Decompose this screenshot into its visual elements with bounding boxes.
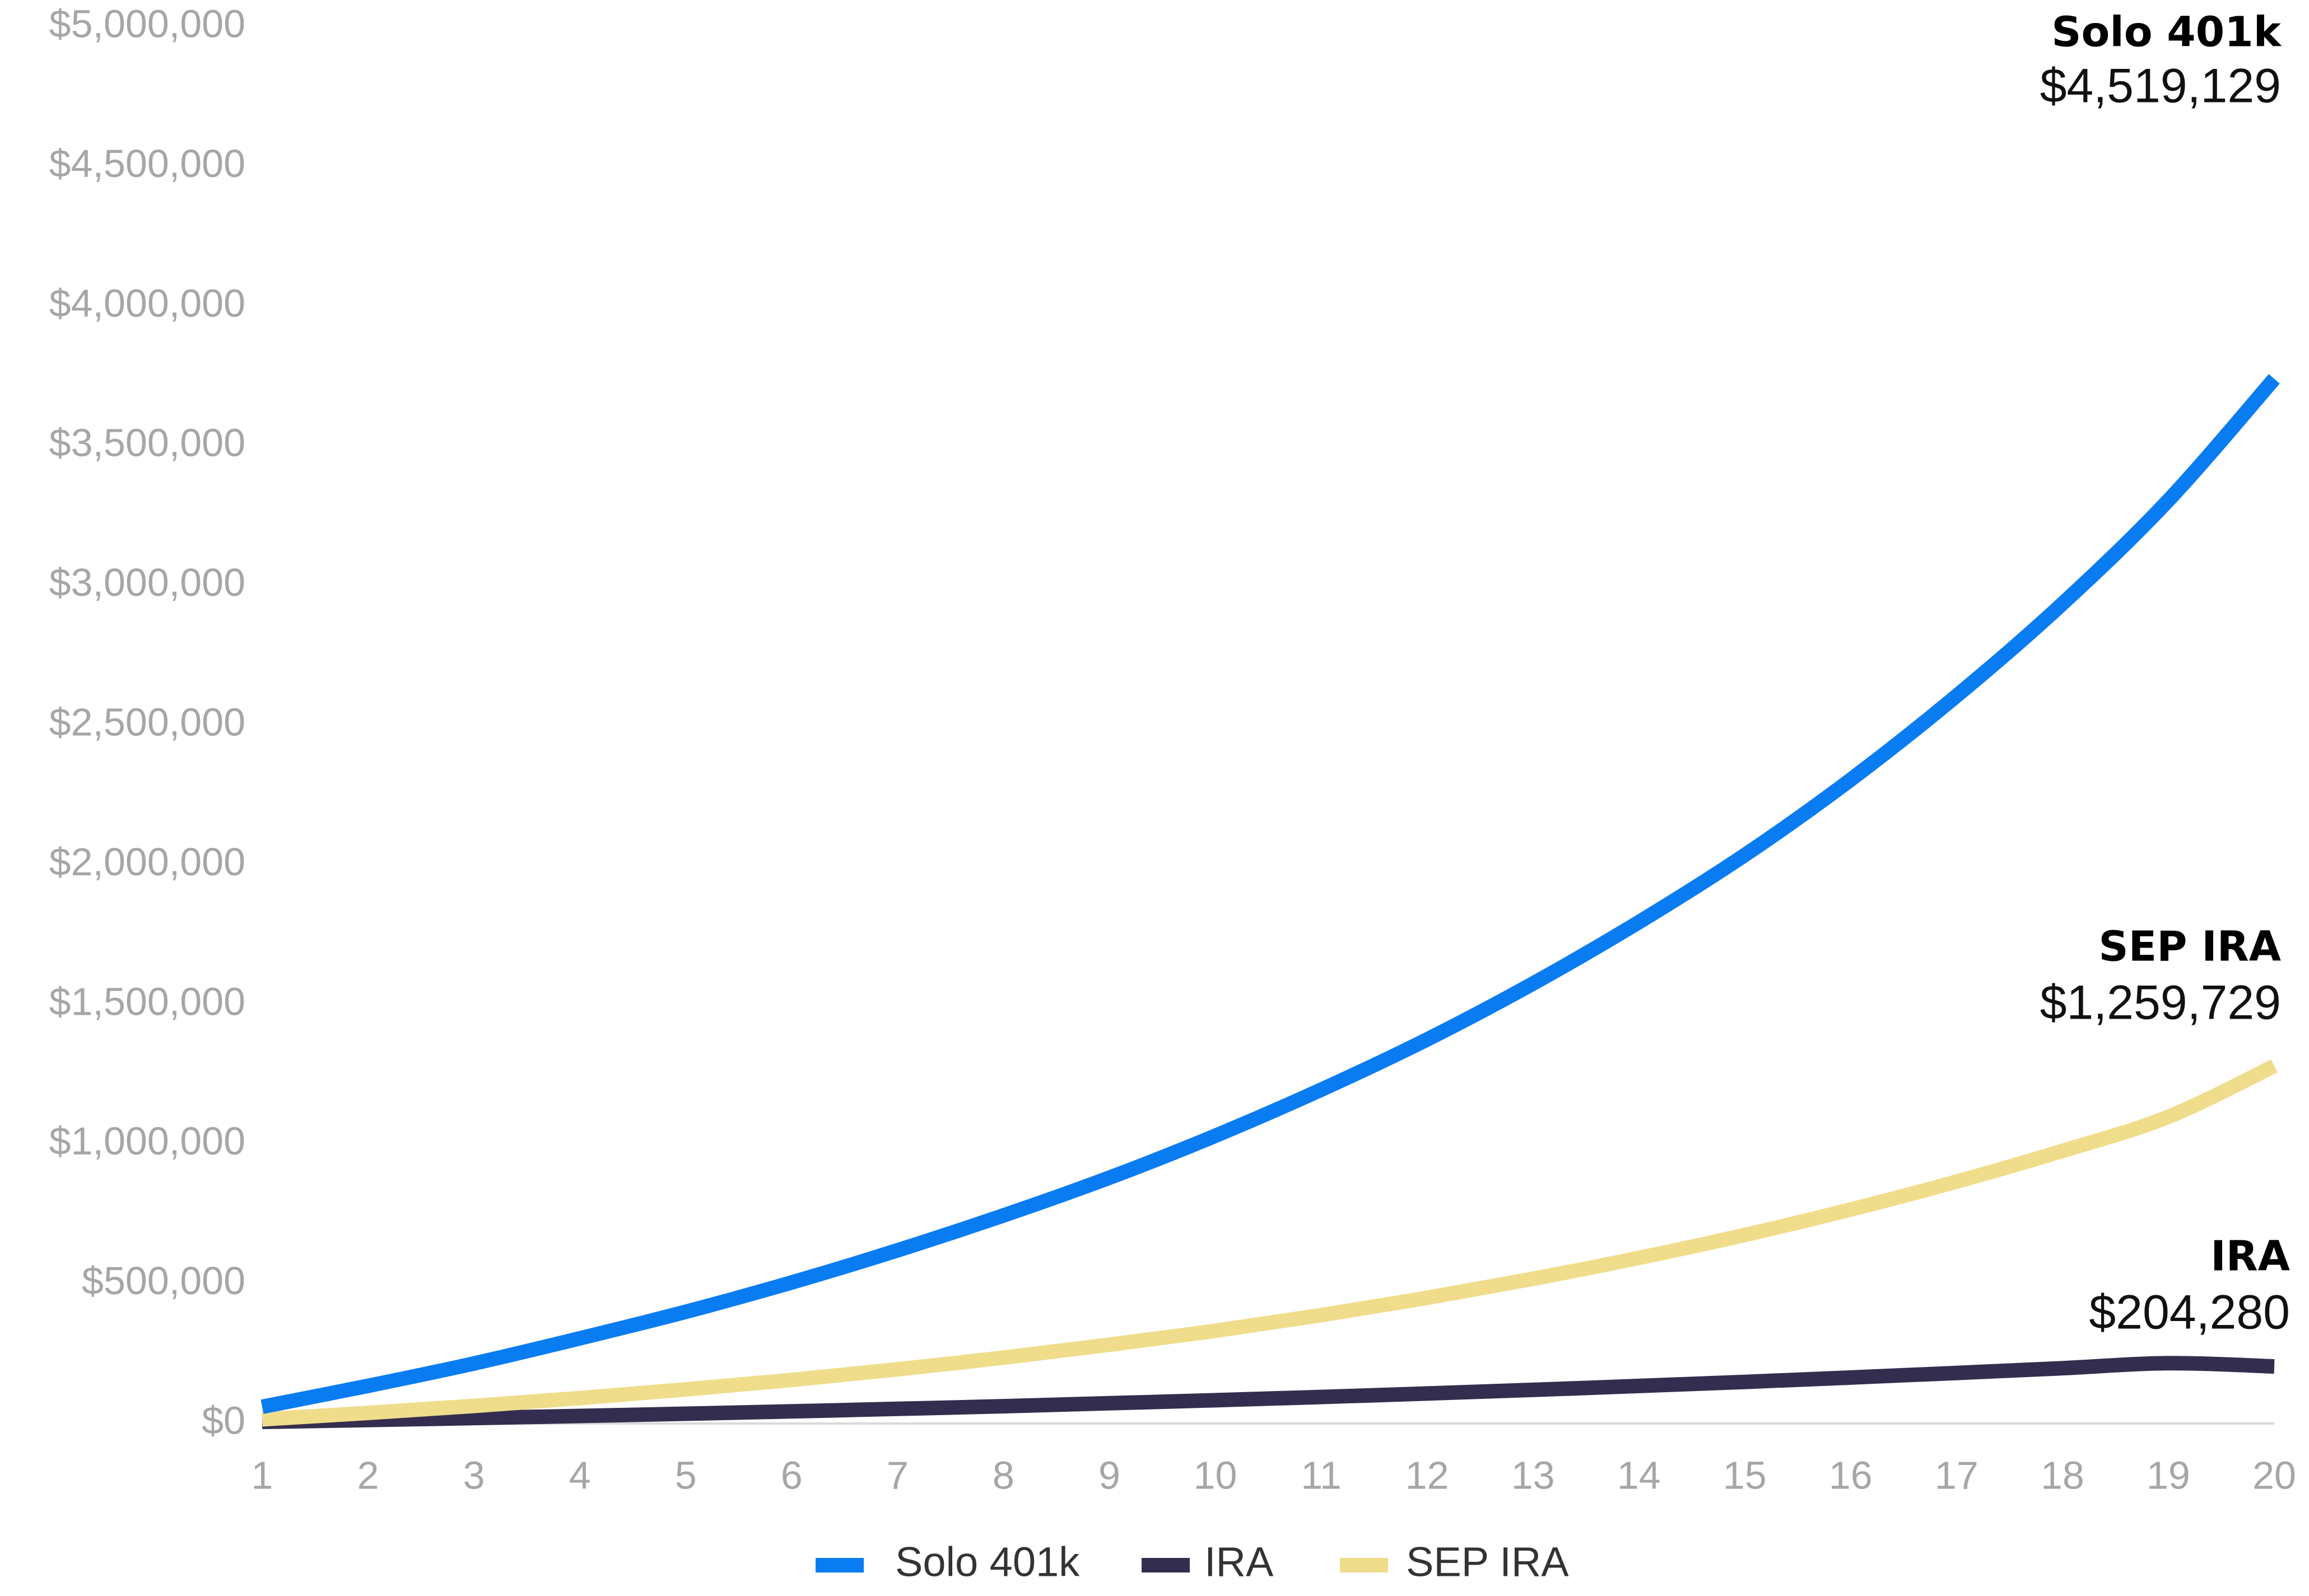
y-tick-label: $3,500,000 xyxy=(49,421,245,465)
y-tick-label: $5,000,000 xyxy=(49,2,245,45)
legend-label-sep-ira: SEP IRA xyxy=(1406,1539,1569,1585)
end-label-name-sep-ira: SEP IRA xyxy=(2098,923,2281,971)
x-tick-label: 5 xyxy=(675,1453,697,1497)
x-tick-label: 4 xyxy=(569,1453,591,1497)
legend-swatch-sep-ira xyxy=(1340,1558,1388,1572)
y-tick-label: $2,500,000 xyxy=(49,700,245,744)
series-line-sep-ira xyxy=(262,1059,2278,1427)
end-label-name-solo-401k: Solo 401k xyxy=(2051,8,2282,57)
end-label-name-ira: IRA xyxy=(2210,1233,2290,1281)
end-label-value-sep-ira: $1,259,729 xyxy=(2040,976,2281,1030)
series-line-ira xyxy=(262,1356,2275,1429)
y-tick-label: $500,000 xyxy=(82,1259,245,1303)
y-tick-label: $1,500,000 xyxy=(49,979,245,1023)
x-tick-label: 6 xyxy=(781,1453,803,1497)
end-labels: Solo 401k$4,519,129 IRA $204,280 SEP IRA $1,… xyxy=(2040,8,2290,1340)
x-tick-label: 17 xyxy=(1935,1453,1979,1497)
y-axis: $0 $500,000 $1,000,000 $1,500,000 $2,000,000… xyxy=(49,2,245,1442)
end-label-value-solo-401k: $4,519,129 xyxy=(2040,59,2281,113)
legend-label-ira: IRA xyxy=(1204,1539,1274,1585)
y-tick-label: $3,000,000 xyxy=(49,561,245,604)
x-tick-label: 14 xyxy=(1617,1453,1661,1497)
legend-swatch-ira xyxy=(1142,1558,1190,1572)
x-tick-label: 15 xyxy=(1723,1453,1767,1497)
legend-label-solo-401k: Solo 401k xyxy=(895,1539,1080,1585)
series-line-solo-401k xyxy=(260,374,2280,1414)
x-tick-label: 18 xyxy=(2041,1453,2084,1497)
x-tick-label: 11 xyxy=(1301,1453,1342,1497)
x-tick-label: 9 xyxy=(1098,1453,1120,1497)
y-tick-label: $0 xyxy=(202,1398,245,1442)
x-tick-label: 2 xyxy=(357,1453,379,1497)
y-tick-label: $1,000,000 xyxy=(49,1119,245,1163)
x-tick-label: 1 xyxy=(252,1453,273,1497)
y-tick-label: $2,000,000 xyxy=(49,840,245,884)
end-label-value-ira: $204,280 xyxy=(2089,1286,2290,1340)
x-tick-label: 12 xyxy=(1405,1453,1449,1497)
x-tick-label: 3 xyxy=(463,1453,485,1497)
x-tick-label: 8 xyxy=(993,1453,1014,1497)
x-tick-label: 20 xyxy=(2252,1453,2296,1497)
x-axis: 1 2 3 4 5 6 7 8 9 10 11 12 13 14 15 16 17 18 19 20 xyxy=(252,1422,2296,1497)
y-tick-label: $4,500,000 xyxy=(49,142,245,185)
x-tick-label: 19 xyxy=(2147,1453,2190,1497)
x-tick-label: 13 xyxy=(1511,1453,1555,1497)
y-tick-label: $4,000,000 xyxy=(49,281,245,325)
x-tick-label: 16 xyxy=(1829,1453,1873,1497)
plot-lines xyxy=(260,374,2280,1429)
x-tick-label: 7 xyxy=(887,1453,909,1497)
x-tick-label: 10 xyxy=(1194,1453,1237,1497)
legend-swatch-solo-401k xyxy=(816,1558,864,1572)
legend: Solo 401k IRA SEP IRA xyxy=(816,1539,1569,1585)
